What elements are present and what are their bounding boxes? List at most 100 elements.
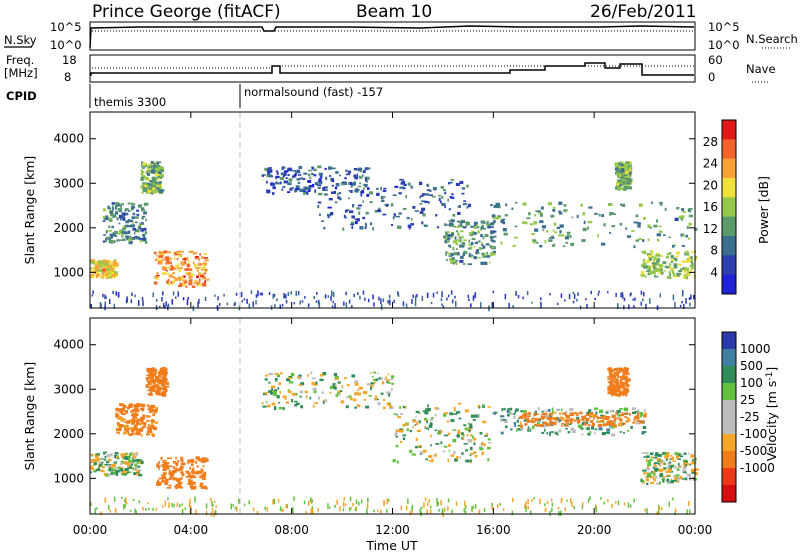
echo-cell (418, 420, 421, 424)
ground-scatter-cell (211, 507, 214, 512)
ground-scatter-cell (450, 290, 453, 295)
echo-cell (435, 214, 438, 217)
echo-cell (130, 410, 134, 413)
echo-cell (535, 210, 539, 213)
echo-cell (463, 251, 468, 255)
echo-cell (689, 463, 692, 466)
echo-cell (351, 374, 356, 378)
echo-cell (144, 240, 148, 244)
echo-cell (146, 430, 149, 434)
echo-cell (334, 201, 338, 204)
echo-cell (383, 378, 386, 380)
echo-cell (159, 392, 162, 395)
echo-cell (419, 196, 421, 199)
echo-cell (172, 466, 175, 470)
echo-cell (113, 267, 116, 270)
echo-cell (500, 431, 504, 435)
echo-cell (152, 384, 157, 388)
echo-cell (559, 230, 562, 234)
echo-cell (170, 471, 175, 476)
power-colorbar-label: Power [dB] (756, 176, 771, 244)
ground-scatter-cell (387, 300, 389, 304)
echo-cell (270, 385, 276, 389)
echo-cell (656, 219, 658, 223)
echo-cell (127, 230, 131, 234)
echo-cell (475, 251, 478, 255)
echo-cell (527, 412, 531, 415)
echo-cell (188, 282, 193, 286)
echo-cell (124, 421, 127, 423)
echo-cell (461, 452, 464, 455)
echo-cell (190, 476, 193, 479)
echo-cell (449, 257, 452, 261)
echo-cell (479, 446, 483, 449)
echo-cell (136, 209, 140, 212)
echo-cell (476, 226, 480, 229)
echo-cell (427, 404, 429, 408)
echo-cell (452, 262, 455, 265)
echo-cell (620, 203, 623, 206)
colorbar-swatch (722, 451, 736, 469)
echo-cell (505, 425, 508, 428)
echo-cell (122, 238, 126, 242)
echo-cell (641, 452, 647, 454)
echo-cell (114, 235, 118, 237)
echo-cell (123, 405, 127, 409)
echo-cell (164, 262, 170, 265)
ground-scatter-cell (440, 500, 442, 506)
echo-cell (324, 399, 328, 403)
echo-cell (666, 474, 671, 476)
echo-cell (412, 425, 415, 428)
echo-cell (311, 183, 315, 188)
echo-cell (103, 453, 106, 455)
echo-cell (507, 408, 511, 410)
ground-scatter-cell (349, 496, 352, 502)
echo-cell (152, 185, 157, 189)
echo-cell (113, 240, 116, 243)
ground-scatter-cell (130, 299, 133, 304)
echo-cell (647, 473, 652, 477)
echo-cell (627, 417, 630, 421)
echo-cell (662, 479, 665, 483)
echo-cell (351, 225, 353, 229)
echo-cell (616, 387, 619, 391)
echo-cell (552, 206, 556, 209)
echo-cell (157, 391, 160, 394)
echo-cell (152, 413, 155, 417)
echo-cell (421, 200, 426, 203)
echo-cell (423, 224, 428, 227)
echo-cell (303, 191, 308, 194)
echo-cell (617, 186, 621, 190)
echo-cell (266, 189, 270, 192)
echo-cell (190, 463, 194, 467)
echo-cell (450, 260, 454, 264)
echo-cell (619, 418, 623, 422)
echo-cell (653, 266, 656, 269)
echo-cell (135, 216, 139, 219)
echo-cell (418, 412, 421, 415)
echo-cell (300, 405, 303, 409)
echo-cell (563, 419, 566, 422)
echo-cell (342, 181, 346, 184)
echo-cell (195, 460, 198, 464)
echo-cell (462, 203, 467, 206)
echo-cell (390, 203, 394, 207)
echo-cell (356, 207, 360, 210)
echo-cell (586, 413, 590, 416)
echo-cell (150, 388, 154, 392)
echo-cell (611, 393, 614, 397)
ground-scatter-cell (643, 292, 645, 297)
ground-scatter-cell (317, 508, 319, 512)
freq-panel: Freq. [MHz] 18 8 60 0 Nave (4, 53, 776, 84)
echo-cell (95, 267, 97, 271)
echo-cell (203, 253, 208, 255)
echo-cell (643, 472, 646, 475)
echo-cell (569, 418, 574, 421)
echo-cell (156, 463, 160, 467)
ground-scatter-cell (104, 497, 107, 504)
echo-cell (563, 204, 567, 207)
ground-scatter-cell (219, 303, 221, 306)
ground-scatter-cell (353, 293, 355, 297)
